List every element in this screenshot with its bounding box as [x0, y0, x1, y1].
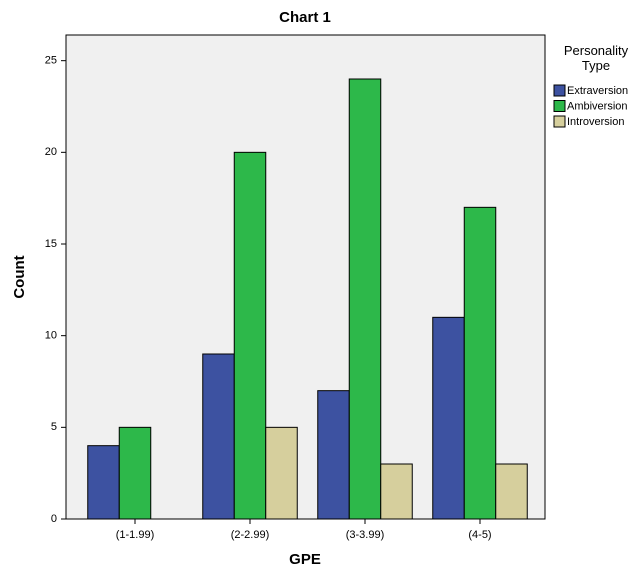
bar [380, 463, 413, 520]
y-axis-label: Count [11, 255, 28, 298]
x-axis-label: GPE [289, 551, 321, 568]
bar [118, 426, 152, 520]
y-tick-label: 25 [45, 55, 57, 67]
bar [233, 151, 267, 520]
legend-label: Ambiversion [567, 100, 628, 112]
bar [463, 206, 497, 520]
legend-label: Extraversion [567, 85, 628, 97]
x-tick-label: (1-1.99) [116, 529, 155, 541]
bar [495, 463, 528, 520]
x-tick-label: (4-5) [468, 529, 491, 541]
bar [348, 78, 382, 520]
x-tick-label: (3-3.99) [346, 529, 385, 541]
legend-swatch [553, 100, 566, 112]
bar [265, 426, 298, 520]
y-tick-label: 20 [45, 146, 57, 158]
y-tick-label: 5 [51, 421, 57, 433]
y-tick-label: 10 [45, 330, 57, 342]
bar [317, 390, 350, 520]
y-tick-label: 0 [51, 513, 57, 525]
bar [432, 316, 465, 520]
chart-title: Chart 1 [279, 9, 331, 26]
y-tick-label: 15 [45, 238, 57, 250]
legend-swatch [553, 84, 566, 97]
x-tick-label: (2-2.99) [231, 529, 270, 541]
legend-label: Introversion [567, 116, 624, 128]
legend-swatch [553, 115, 566, 128]
bar [202, 353, 235, 520]
bar [87, 445, 120, 520]
legend-title: Personality Type [564, 43, 629, 73]
